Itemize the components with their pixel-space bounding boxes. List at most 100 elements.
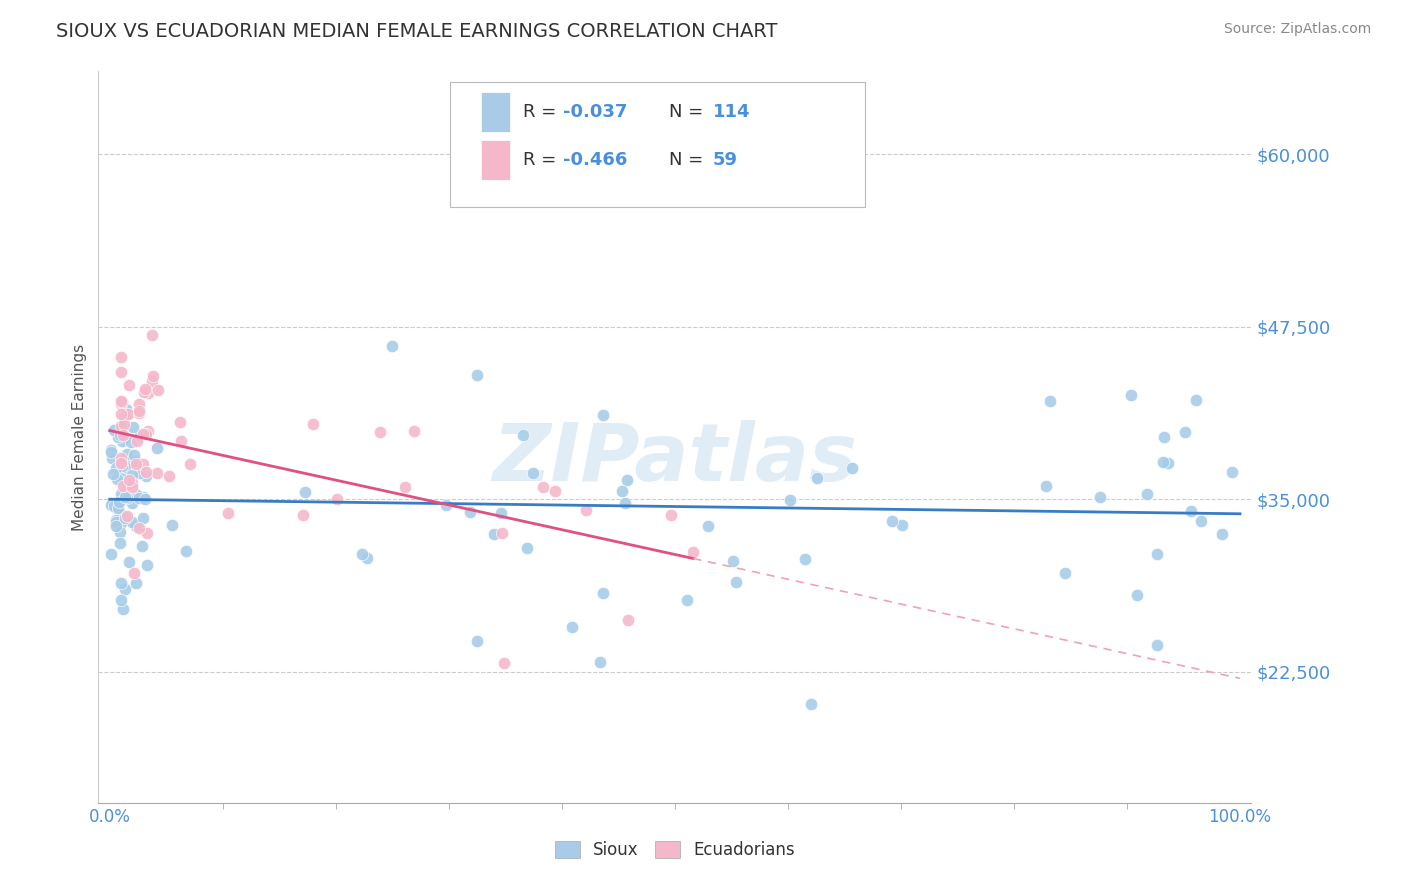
- Point: [114, 490, 136, 504]
- FancyBboxPatch shape: [481, 92, 510, 132]
- Point: [160, 518, 183, 533]
- Point: [110, 456, 132, 470]
- Point: [105, 515, 128, 529]
- Point: [169, 415, 191, 429]
- Point: [110, 394, 132, 409]
- Point: [125, 457, 148, 471]
- Text: N =: N =: [669, 103, 709, 121]
- Point: [1180, 504, 1202, 518]
- Point: [356, 550, 378, 565]
- Point: [120, 435, 142, 450]
- Point: [108, 428, 131, 442]
- Point: [696, 518, 718, 533]
- Point: [682, 545, 704, 559]
- Point: [1157, 456, 1180, 470]
- Point: [1035, 479, 1057, 493]
- Point: [121, 495, 143, 509]
- Point: [128, 521, 150, 535]
- Point: [170, 434, 193, 448]
- Point: [522, 466, 544, 480]
- Point: [121, 476, 143, 491]
- Point: [1153, 430, 1175, 444]
- Point: [114, 510, 136, 524]
- Point: [157, 469, 180, 483]
- Point: [841, 460, 863, 475]
- Point: [125, 487, 148, 501]
- Text: ZIPatlas: ZIPatlas: [492, 420, 858, 498]
- Point: [107, 430, 129, 444]
- Point: [794, 551, 817, 566]
- FancyBboxPatch shape: [481, 140, 510, 180]
- Point: [294, 484, 316, 499]
- Point: [115, 476, 138, 491]
- Text: N =: N =: [669, 152, 709, 169]
- Point: [128, 406, 150, 420]
- Point: [112, 417, 135, 432]
- Point: [779, 493, 801, 508]
- Point: [100, 450, 122, 465]
- Point: [136, 526, 159, 541]
- Point: [131, 539, 153, 553]
- Point: [100, 547, 122, 561]
- Point: [458, 505, 481, 519]
- Point: [118, 555, 141, 569]
- Text: R =: R =: [523, 103, 561, 121]
- Point: [612, 483, 634, 498]
- Point: [135, 427, 157, 442]
- Point: [110, 471, 132, 485]
- Point: [543, 484, 565, 499]
- Point: [512, 428, 534, 442]
- Point: [326, 492, 349, 507]
- Point: [108, 536, 131, 550]
- Point: [725, 574, 748, 589]
- Point: [110, 487, 132, 501]
- Point: [110, 593, 132, 607]
- Point: [589, 655, 612, 669]
- Point: [115, 447, 138, 461]
- Point: [1088, 491, 1111, 505]
- Point: [128, 491, 150, 506]
- Point: [136, 558, 159, 573]
- FancyBboxPatch shape: [450, 82, 865, 207]
- Point: [104, 513, 127, 527]
- Point: [131, 426, 153, 441]
- Point: [1135, 486, 1157, 500]
- Point: [721, 554, 744, 568]
- Point: [121, 467, 143, 482]
- Text: -0.037: -0.037: [562, 103, 627, 121]
- Point: [1191, 514, 1213, 528]
- Point: [110, 516, 132, 530]
- Point: [141, 374, 163, 388]
- Point: [592, 586, 614, 600]
- Point: [100, 443, 122, 458]
- Point: [103, 423, 125, 437]
- Point: [561, 620, 583, 634]
- Point: [110, 575, 132, 590]
- Point: [1211, 526, 1233, 541]
- Point: [125, 575, 148, 590]
- Point: [659, 508, 682, 523]
- Point: [110, 397, 132, 411]
- Point: [115, 509, 138, 524]
- Point: [110, 457, 132, 471]
- Point: [134, 491, 156, 506]
- Text: 59: 59: [713, 152, 738, 169]
- Point: [107, 501, 129, 516]
- Point: [292, 508, 315, 522]
- Point: [1220, 465, 1243, 479]
- Point: [125, 434, 148, 448]
- Point: [107, 428, 129, 442]
- Point: [1119, 388, 1142, 402]
- Point: [122, 566, 145, 581]
- Text: Source: ZipAtlas.com: Source: ZipAtlas.com: [1223, 22, 1371, 37]
- Point: [465, 633, 488, 648]
- Point: [394, 480, 416, 494]
- Point: [107, 494, 129, 508]
- Point: [368, 425, 391, 439]
- Point: [100, 445, 122, 459]
- Point: [112, 601, 135, 615]
- Point: [114, 401, 136, 416]
- Point: [616, 473, 638, 487]
- Point: [1039, 394, 1062, 409]
- Text: 114: 114: [713, 103, 751, 121]
